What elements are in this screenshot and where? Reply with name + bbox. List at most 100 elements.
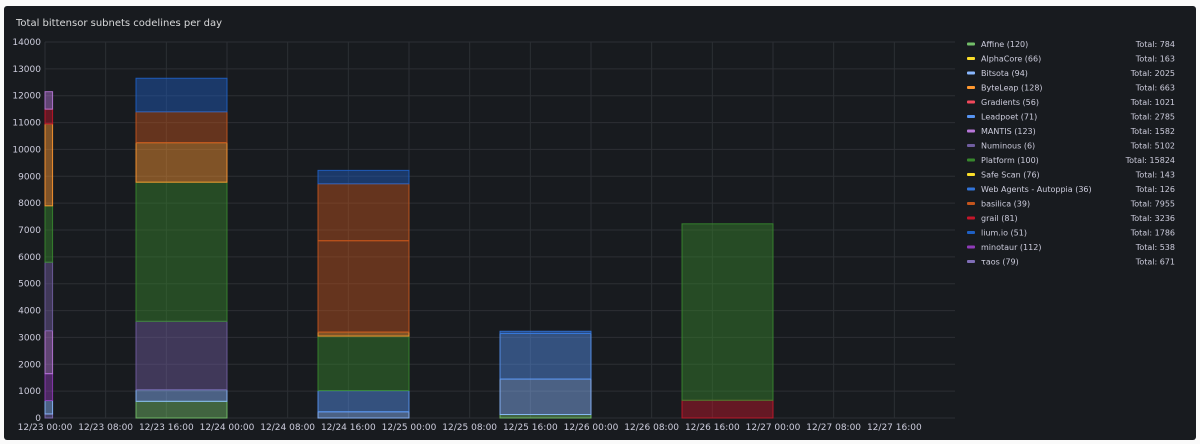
y-tick-label: 14000 <box>12 38 41 48</box>
legend-label[interactable]: Bitsota (94) <box>981 69 1028 78</box>
legend-swatch <box>967 42 975 46</box>
y-tick-label: 13000 <box>12 65 41 75</box>
x-tick-label: 12/26 00:00 <box>564 423 619 433</box>
bar-segment <box>44 373 54 402</box>
legend-swatch <box>967 231 975 234</box>
x-tick-label: 12/25 00:00 <box>382 423 437 433</box>
bar-segment <box>44 123 54 207</box>
bar-segment <box>317 169 410 185</box>
bar-segment <box>135 77 228 113</box>
bar-segment <box>44 413 54 419</box>
legend-label[interactable]: grail (81) <box>981 214 1018 223</box>
legend-label[interactable]: lium.io (51) <box>981 229 1027 238</box>
bar-segment <box>317 240 410 333</box>
y-tick-label: 11000 <box>12 119 41 129</box>
x-tick-label: 12/26 16:00 <box>685 423 740 433</box>
x-tick-label: 12/25 16:00 <box>503 423 558 433</box>
legend-label[interactable]: Safe Scan (76) <box>981 171 1040 180</box>
bar-segment <box>44 400 54 415</box>
legend-total: Total: 538 <box>1135 243 1175 252</box>
chart-title: Total bittensor subnets codelines per da… <box>15 18 222 29</box>
y-axis: 0 1000 2000 3000 4000 5000 6000 7000 8000 9000 100… <box>12 38 41 424</box>
legend-swatch <box>967 144 975 147</box>
legend-label[interactable]: MANTIS (123) <box>981 127 1036 136</box>
bar-segment <box>317 335 410 392</box>
bar-segment <box>135 400 228 419</box>
y-tick-label: 12000 <box>12 92 41 102</box>
y-tick-label: 3000 <box>18 333 41 343</box>
legend-total: Total: 2785 <box>1130 113 1175 122</box>
bar-segment <box>135 389 228 402</box>
bar-segment <box>681 223 774 401</box>
legend-label[interactable]: Affine (120) <box>981 40 1028 49</box>
x-tick-label: 12/23 16:00 <box>139 423 194 433</box>
legend-total: Total: 1021 <box>1130 98 1175 107</box>
legend-swatch <box>967 115 975 118</box>
bar-segment <box>317 411 410 419</box>
legend-label[interactable]: τaos (79) <box>981 258 1019 267</box>
legend-total: Total: 1582 <box>1130 127 1175 136</box>
legend-swatch <box>967 57 975 60</box>
legend-total: Total: 5102 <box>1130 142 1175 151</box>
x-tick-label: 12/27 16:00 <box>867 423 922 433</box>
legend-swatch <box>967 173 975 176</box>
legend-total: Total: 126 <box>1135 185 1175 194</box>
y-tick-label: 9000 <box>18 172 41 182</box>
legend-total: Total: 143 <box>1135 171 1175 180</box>
x-axis: 12/23 00:00 12/23 08:00 12/23 16:00 12/24 0… <box>18 423 922 433</box>
bars <box>44 77 774 419</box>
y-tick-label: 4000 <box>18 307 41 317</box>
y-tick-label: 5000 <box>18 280 41 290</box>
legend-label[interactable]: ByteLeap (128) <box>981 84 1043 93</box>
bar-segment <box>499 414 592 419</box>
legend-label[interactable]: Platform (100) <box>981 156 1039 165</box>
legend-total: Total: 1786 <box>1130 229 1175 238</box>
x-tick-label: 12/27 00:00 <box>746 423 801 433</box>
legend-swatch <box>967 158 975 162</box>
legend-total: Total: 15824 <box>1125 156 1175 165</box>
legend-swatch <box>967 129 975 133</box>
legend-swatch <box>967 71 975 75</box>
legend-label[interactable]: basilica (39) <box>981 200 1030 209</box>
legend-total: Total: 2025 <box>1130 69 1175 78</box>
bar-segment <box>44 91 54 110</box>
bar-segment <box>499 330 592 334</box>
bar-segment <box>135 111 228 144</box>
x-tick-label: 12/26 08:00 <box>624 423 679 433</box>
bar-segment <box>135 320 228 391</box>
legend-total: Total: 3236 <box>1130 214 1175 223</box>
legend-label[interactable]: Leadpoet (71) <box>981 113 1037 122</box>
y-tick-label: 7000 <box>18 226 41 236</box>
legend-swatch <box>967 260 975 263</box>
legend-swatch <box>967 202 975 205</box>
bar-segment <box>44 261 54 332</box>
legend-label[interactable]: Numinous (6) <box>981 142 1035 151</box>
y-tick-label: 6000 <box>18 253 41 263</box>
bar-segment <box>499 378 592 416</box>
legend-label[interactable]: Gradients (56) <box>981 98 1039 107</box>
legend-swatch <box>967 86 975 89</box>
x-tick-label: 12/25 08:00 <box>442 423 497 433</box>
y-tick-label: 10000 <box>12 145 41 155</box>
x-tick-label: 12/24 16:00 <box>321 423 376 433</box>
legend-swatch <box>967 187 975 191</box>
legend-total: Total: 7955 <box>1130 200 1175 209</box>
legend-swatch <box>967 245 975 249</box>
y-tick-label: 1000 <box>18 387 41 397</box>
bar-segment <box>499 332 592 380</box>
bar-segment <box>44 108 54 125</box>
bar-segment <box>135 181 228 322</box>
x-tick-label: 12/24 08:00 <box>260 423 315 433</box>
legend-label[interactable]: minotaur (112) <box>981 243 1041 252</box>
y-tick-label: 2000 <box>18 360 41 370</box>
bar-segment <box>317 183 410 242</box>
legend: Affine (120) Total: 784 AlphaCore (66) Tota… <box>967 40 1175 267</box>
x-tick-label: 12/27 08:00 <box>806 423 861 433</box>
bar-segment <box>44 205 54 263</box>
legend-total: Total: 163 <box>1135 55 1175 64</box>
legend-label[interactable]: Web Agents - Autoppia (36) <box>981 185 1092 194</box>
legend-swatch <box>967 216 975 220</box>
legend-label[interactable]: AlphaCore (66) <box>981 55 1041 64</box>
y-tick-label: 0 <box>35 414 41 424</box>
